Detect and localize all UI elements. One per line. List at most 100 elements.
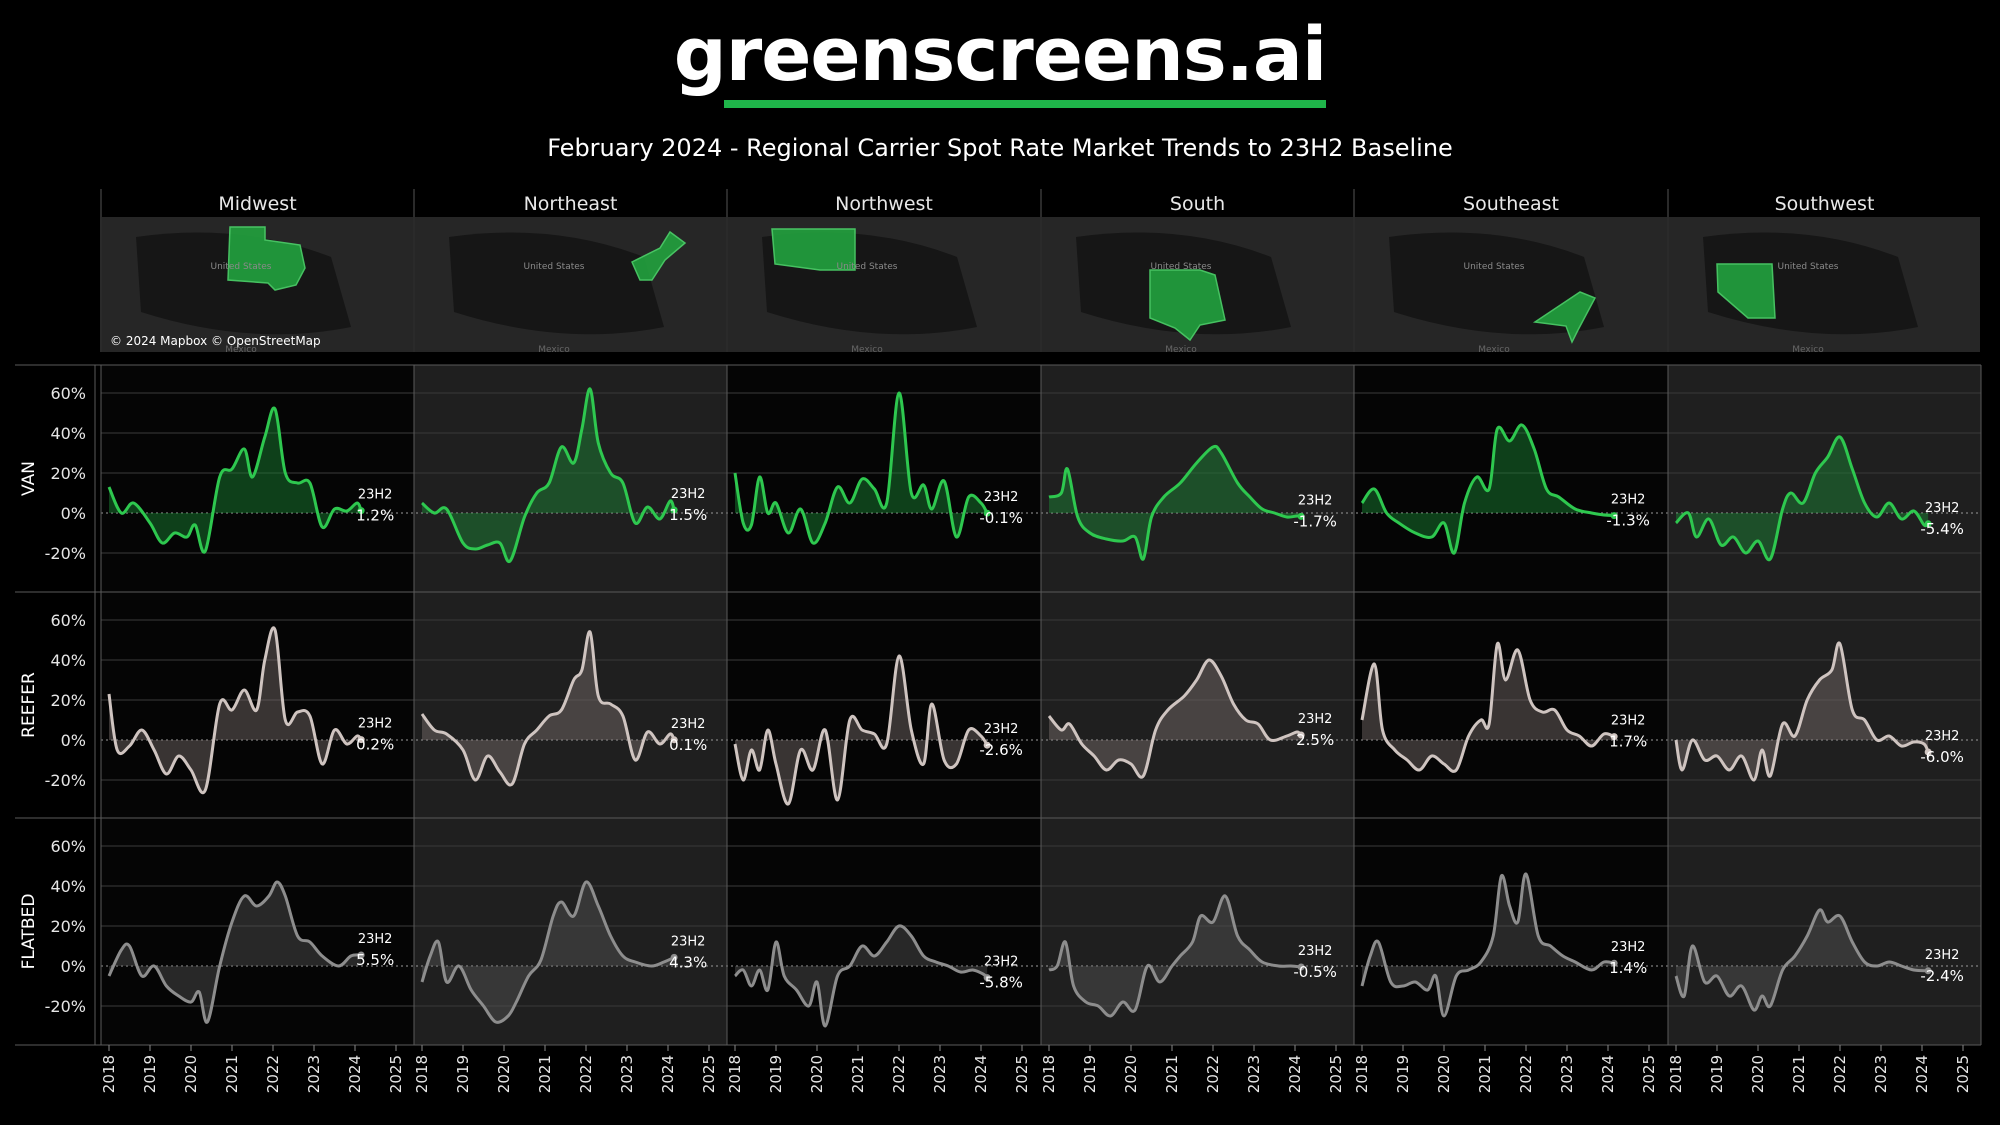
panel-background bbox=[414, 365, 727, 592]
panel-background bbox=[727, 365, 1041, 592]
panel-background bbox=[727, 818, 1041, 1045]
series-line-flatbed-southeast bbox=[1360, 872, 1615, 1018]
brand-logo-text: greenscreens.ai bbox=[674, 18, 1327, 108]
latest-value-label: 4.3% bbox=[669, 953, 707, 971]
series-area-flatbed-southeast bbox=[1362, 873, 1615, 1016]
region-header-northwest: Northwest bbox=[835, 193, 933, 215]
baseline-label: 23H2 bbox=[358, 717, 393, 732]
x-tick-label: 2019 bbox=[767, 1055, 785, 1093]
region-header-midwest: Midwest bbox=[218, 193, 296, 215]
series-area-van-northwest bbox=[735, 392, 988, 544]
x-tick-label: 2024 bbox=[972, 1055, 990, 1093]
x-tick-label: 2020 bbox=[182, 1055, 200, 1093]
x-tick-label: 2024 bbox=[1286, 1055, 1304, 1093]
x-tick-label: 2023 bbox=[1872, 1055, 1890, 1093]
region-header-northeast: Northeast bbox=[524, 193, 618, 215]
latest-value-label: 5.5% bbox=[356, 951, 394, 969]
latest-value-label: 1.5% bbox=[669, 506, 707, 524]
series-area-van-south bbox=[1049, 446, 1302, 560]
y-tick-label: 0% bbox=[61, 731, 86, 750]
series-endpoint bbox=[1297, 963, 1305, 971]
map-label-country: United States bbox=[211, 262, 272, 272]
series-area-van-southwest bbox=[1676, 436, 1929, 560]
baseline-label: 23H2 bbox=[671, 487, 706, 502]
x-tick-label: 2022 bbox=[1517, 1055, 1535, 1093]
x-tick-label: 2022 bbox=[264, 1055, 282, 1093]
x-tick-label: 2022 bbox=[1204, 1055, 1222, 1093]
baseline-label: 23H2 bbox=[671, 717, 706, 732]
map-label-neighbor: Mexico bbox=[1792, 345, 1824, 355]
baseline-label: 23H2 bbox=[1298, 944, 1333, 959]
series-area-flatbed-northeast bbox=[422, 881, 675, 1023]
map-label-neighbor: Mexico bbox=[851, 345, 883, 355]
baseline-label: 23H2 bbox=[1298, 712, 1333, 727]
latest-value-label: 1.4% bbox=[1609, 959, 1647, 977]
series-area-reefer-southwest bbox=[1676, 642, 1929, 781]
map-label-country: United States bbox=[524, 262, 585, 272]
latest-value-label: -2.6% bbox=[979, 741, 1023, 759]
panel-background bbox=[101, 818, 414, 1045]
series-line-flatbed-northwest bbox=[733, 924, 989, 1028]
x-tick-label: 2020 bbox=[495, 1055, 513, 1093]
series-line-flatbed-midwest bbox=[107, 880, 362, 1024]
map-label-neighbor: Mexico bbox=[225, 345, 257, 355]
latest-value-label: -5.4% bbox=[1920, 520, 1964, 538]
y-tick-label: 0% bbox=[61, 504, 86, 523]
region-map-landmass bbox=[449, 232, 664, 335]
y-tick-label: 40% bbox=[50, 877, 86, 896]
x-tick-label: 2018 bbox=[1040, 1055, 1058, 1093]
series-line-reefer-southwest bbox=[1674, 641, 1930, 782]
baseline-label: 23H2 bbox=[1925, 501, 1960, 516]
series-endpoint bbox=[1610, 959, 1618, 967]
x-tick-label: 2024 bbox=[346, 1055, 364, 1093]
y-tick-label: -20% bbox=[45, 997, 86, 1016]
panel-background bbox=[1668, 365, 1981, 592]
panel-background bbox=[414, 818, 727, 1045]
series-line-reefer-southeast bbox=[1360, 641, 1615, 773]
y-tick-label: 20% bbox=[50, 917, 86, 936]
x-tick-label: 2021 bbox=[1790, 1055, 1808, 1093]
map-credit: © 2024 Mapbox © OpenStreetMap bbox=[110, 334, 321, 348]
panel-background bbox=[1354, 365, 1668, 592]
x-tick-label: 2024 bbox=[659, 1055, 677, 1093]
region-header-south: South bbox=[1170, 193, 1225, 215]
y-tick-label: 60% bbox=[50, 384, 86, 403]
region-highlight-southeast bbox=[1532, 291, 1597, 344]
y-tick-label: 60% bbox=[50, 837, 86, 856]
x-tick-label: 2020 bbox=[808, 1055, 826, 1093]
x-tick-label: 2025 bbox=[1013, 1055, 1031, 1093]
series-endpoint bbox=[670, 953, 678, 961]
region-highlight-northwest bbox=[771, 228, 856, 271]
x-tick-label: 2018 bbox=[726, 1055, 744, 1093]
panel-background bbox=[1354, 818, 1668, 1045]
series-line-flatbed-northeast bbox=[420, 880, 675, 1024]
x-tick-label: 2018 bbox=[100, 1055, 118, 1093]
x-tick-label: 2021 bbox=[536, 1055, 554, 1093]
latest-value-label: 2.5% bbox=[1296, 731, 1334, 749]
map-label-neighbor: Mexico bbox=[1165, 345, 1197, 355]
y-tick-label: 40% bbox=[50, 424, 86, 443]
latest-value-label: -0.1% bbox=[979, 509, 1023, 527]
y-tick-label: 40% bbox=[50, 651, 86, 670]
row-label-flatbed: FLATBED bbox=[19, 894, 39, 970]
x-tick-label: 2023 bbox=[1245, 1055, 1263, 1093]
series-endpoint bbox=[357, 507, 365, 515]
region-map-landmass bbox=[1389, 232, 1604, 335]
series-area-flatbed-south bbox=[1049, 895, 1302, 1017]
series-line-van-northwest bbox=[733, 391, 989, 545]
series-endpoint bbox=[983, 974, 991, 982]
map-label-neighbor: Mexico bbox=[538, 345, 570, 355]
series-line-reefer-south bbox=[1047, 658, 1303, 779]
series-endpoint bbox=[357, 951, 365, 959]
series-line-reefer-northeast bbox=[420, 630, 676, 787]
x-tick-label: 2020 bbox=[1435, 1055, 1453, 1093]
map-label-country: United States bbox=[1464, 262, 1525, 272]
baseline-label: 23H2 bbox=[1925, 948, 1960, 963]
series-area-van-southeast bbox=[1362, 424, 1615, 554]
map-label-country: United States bbox=[1151, 262, 1212, 272]
x-tick-label: 2020 bbox=[1749, 1055, 1767, 1093]
baseline-label: 23H2 bbox=[1298, 493, 1333, 508]
baseline-label: 23H2 bbox=[984, 955, 1019, 970]
y-tick-label: -20% bbox=[45, 771, 86, 790]
series-endpoint bbox=[1924, 520, 1932, 528]
